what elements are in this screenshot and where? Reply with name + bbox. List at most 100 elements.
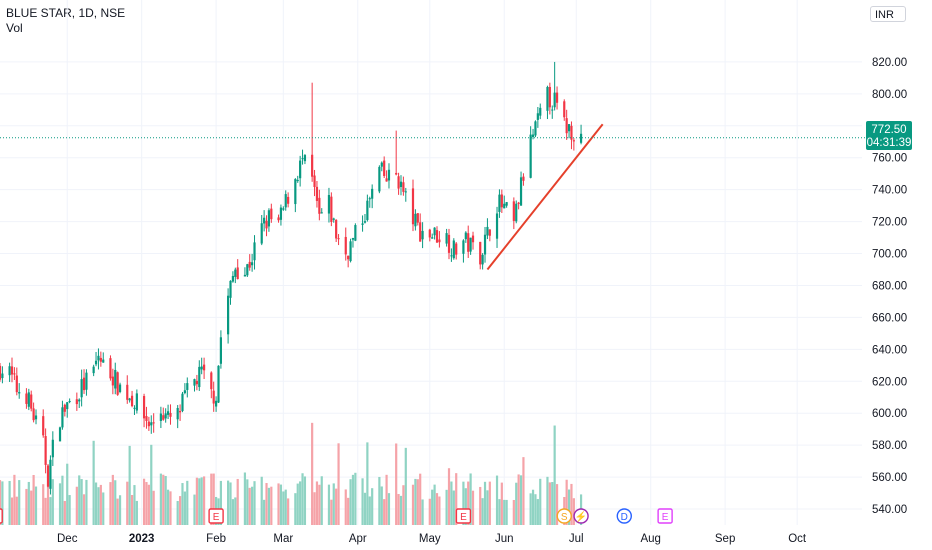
volume-bar [150, 444, 153, 525]
candle-body [395, 172, 398, 175]
candle-body [63, 404, 66, 412]
volume-bar [479, 486, 482, 525]
candle-body [183, 390, 186, 394]
volume-bar [303, 476, 307, 525]
candle-body [303, 155, 307, 162]
split-marker[interactable] [556, 508, 572, 524]
earnings-marker[interactable] [455, 508, 472, 524]
candle-body [198, 366, 201, 388]
candle-body [58, 427, 62, 442]
volume-bar [522, 457, 525, 525]
candle-body [505, 202, 508, 206]
volume-bar [421, 499, 424, 525]
candle-body [159, 413, 162, 421]
candle-body [8, 366, 11, 376]
candle-body [399, 181, 403, 188]
earnings-marker[interactable] [657, 508, 673, 524]
volume-bar [63, 500, 66, 525]
volume-bar [166, 489, 170, 525]
volume-bar [551, 482, 554, 525]
candle-body [42, 416, 45, 436]
currency-selector[interactable]: INR [870, 6, 906, 22]
volume-bar [344, 489, 347, 525]
candle-body [371, 188, 374, 199]
candle-body [534, 121, 537, 136]
candle-body [565, 118, 568, 134]
volume-bar [414, 478, 417, 525]
candle-body [438, 239, 441, 243]
candle-body [133, 407, 136, 409]
symbol-title[interactable]: BLUE STAR, 1D, NSE [6, 6, 126, 20]
volume-bar [349, 479, 352, 525]
candle-body [246, 264, 249, 276]
candle-body [193, 379, 196, 386]
volume-bar [469, 473, 472, 525]
volume-bar [92, 440, 95, 525]
candle-body [27, 392, 30, 407]
volume-bar [519, 475, 523, 525]
candle-body [512, 201, 515, 221]
candle-body [481, 254, 484, 265]
volume-bar [282, 491, 285, 525]
volume-bar [572, 498, 575, 525]
candle-body [522, 176, 525, 181]
candle-body [500, 194, 503, 208]
volume-bar [380, 486, 383, 525]
earnings-marker[interactable] [208, 508, 224, 524]
candle-body [142, 396, 146, 419]
candle-body [248, 261, 251, 268]
volume-bar [445, 489, 448, 525]
volume-bar [311, 422, 314, 525]
volume-bar [186, 480, 189, 525]
candle-body [414, 213, 417, 227]
volume-bar [99, 484, 102, 525]
candle-body [330, 196, 333, 222]
volume-bar [296, 483, 299, 525]
volume-bar [399, 495, 403, 525]
price-tick-label: 800.00 [872, 89, 907, 101]
volume-bar [383, 499, 386, 525]
price-tick-label: 680.00 [872, 280, 907, 292]
candle-body [145, 416, 148, 422]
volume-bar [404, 447, 407, 525]
dividend-flash-marker[interactable] [573, 508, 589, 524]
volume-bar [8, 480, 11, 525]
earnings-marker[interactable] [0, 508, 3, 524]
candle-body [118, 384, 122, 392]
candle-body [383, 160, 386, 176]
candle-body [109, 358, 112, 379]
volume-bar [181, 483, 184, 525]
volume-bars [0, 422, 583, 525]
price-tick-label: 580.00 [872, 440, 907, 452]
candle-body [260, 223, 263, 244]
price-tick-label: 700.00 [872, 249, 907, 261]
volume-indicator-label[interactable]: Vol [6, 21, 23, 35]
volume-bar [539, 478, 542, 525]
volume-bar [248, 487, 251, 525]
volume-bar [498, 499, 501, 525]
candle-body [579, 133, 583, 143]
candle-body [0, 365, 2, 380]
candle-body [13, 373, 16, 375]
volume-bar [32, 474, 35, 525]
volume-bar [265, 483, 268, 525]
earnings-marker-label: E [213, 512, 220, 523]
volume-bar [178, 496, 182, 525]
candle-body [447, 234, 451, 253]
volume-bar [318, 484, 321, 525]
dividend-marker[interactable] [616, 508, 632, 524]
volume-bar [75, 486, 78, 525]
candle-body [363, 221, 367, 223]
price-tick-label: 660.00 [872, 312, 907, 324]
candle-body [299, 160, 302, 179]
candle-body [433, 227, 436, 236]
candle-body [318, 197, 321, 214]
volume-bar [455, 473, 458, 525]
volume-bar [25, 488, 28, 525]
candle-body [539, 107, 542, 116]
volume-bar [301, 473, 304, 525]
candle-body [49, 459, 52, 489]
volume-bar [49, 497, 52, 525]
volume-bar [219, 480, 223, 525]
